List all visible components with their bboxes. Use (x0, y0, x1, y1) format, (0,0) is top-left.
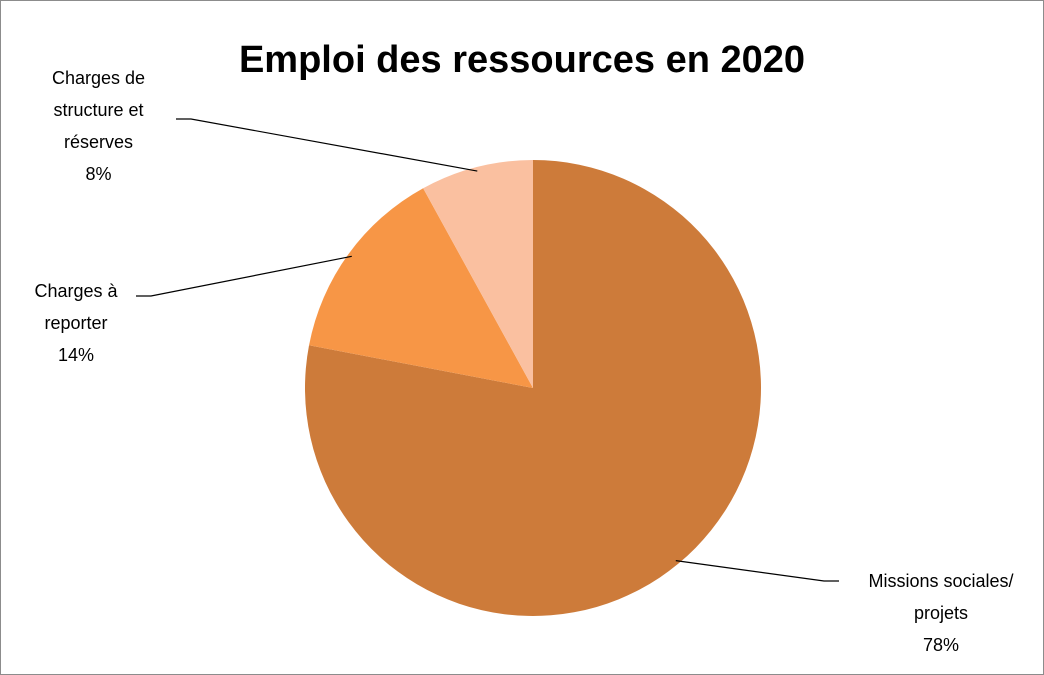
leader-line (675, 560, 839, 582)
leader-line (136, 255, 352, 297)
value-label: 78% (922, 635, 960, 655)
data-label: Charges de structure et réserves 8% (36, 62, 161, 190)
data-label: Charges à reporter 14% (21, 275, 131, 371)
category-label: Missions sociales/ projets (868, 571, 1014, 623)
pie-slice (304, 160, 761, 616)
chart-title: Emploi des ressources en 2020 (238, 39, 806, 81)
pie-slice (423, 160, 533, 388)
pie-slice (309, 188, 533, 388)
leader-line (176, 118, 478, 172)
category-label: Charges à reporter (34, 281, 118, 333)
category-label: Charges de structure et réserves (51, 68, 146, 152)
value-label: 8% (85, 164, 112, 184)
value-label: 14% (57, 345, 95, 365)
data-label: Missions sociales/ projets 78% (841, 565, 1041, 661)
